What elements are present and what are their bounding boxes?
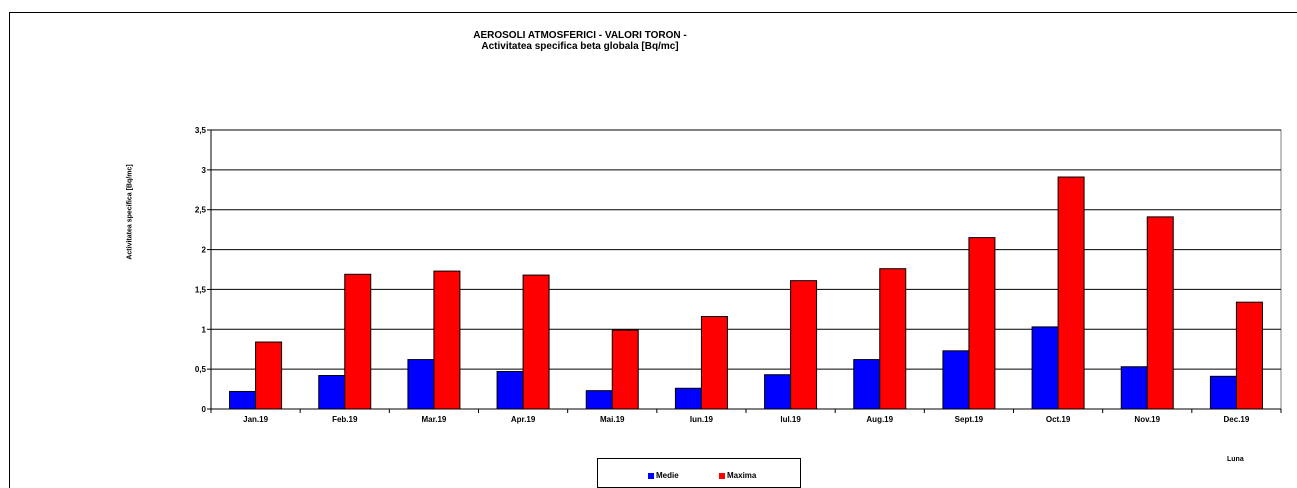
chart-title-block: AEROSOLI ATMOSFERICI - VALORI TORON - Ac…: [380, 30, 780, 52]
legend-item-maxima: Maxima: [719, 471, 756, 480]
y-tick-label: 0,5: [195, 365, 207, 374]
chart-frame: [9, 12, 1297, 488]
bar-medie-dec-19: [1209, 375, 1237, 410]
bar-medie-iun-19: [674, 387, 702, 410]
bar-maxima-apr-19: [522, 274, 550, 410]
bar-maxima-feb-19: [344, 273, 372, 410]
x-tick-label: Aug.19: [866, 415, 893, 424]
bar-medie-apr-19: [496, 371, 524, 410]
x-tick-label: Iun.19: [690, 415, 714, 424]
y-tick-label: 1: [202, 325, 207, 334]
bar-medie-mar-19: [407, 359, 435, 410]
x-tick-label: Mai.19: [600, 415, 625, 424]
bar-maxima-nov-19: [1146, 216, 1174, 410]
y-tick-label: 1,5: [195, 285, 207, 294]
legend-label-maxima: Maxima: [727, 471, 757, 480]
legend-label-medie: Medie: [656, 471, 679, 480]
bar-maxima-iun-19: [700, 316, 728, 410]
x-tick-label: Feb.19: [332, 415, 358, 424]
x-tick-label: Jan.19: [243, 415, 268, 424]
chart-title: AEROSOLI ATMOSFERICI - VALORI TORON -: [473, 30, 687, 41]
x-tick-label: Mar.19: [421, 415, 446, 424]
bar-maxima-mai-19: [611, 329, 639, 410]
x-tick-label: Apr.19: [511, 415, 536, 424]
bar-maxima-sept-19: [968, 237, 996, 410]
x-tick-label: Dec.19: [1224, 415, 1250, 424]
bar-medie-oct-19: [1031, 326, 1059, 410]
x-tick-label: Sept.19: [955, 415, 984, 424]
x-tick-label: Nov.19: [1134, 415, 1160, 424]
y-tick-label: 3: [202, 166, 207, 175]
bar-medie-sept-19: [942, 350, 970, 410]
bar-medie-feb-19: [318, 375, 346, 410]
chart-subtitle: Activitatea specifica beta globala [Bq/m…: [481, 41, 679, 52]
legend-item-medie: Medie: [648, 471, 679, 480]
bar-medie-aug-19: [853, 359, 881, 410]
bar-medie-nov-19: [1120, 366, 1148, 410]
bar-maxima-mar-19: [433, 270, 461, 410]
legend-swatch-medie: [648, 472, 654, 479]
y-tick-label: 2,5: [195, 206, 207, 215]
bar-maxima-oct-19: [1057, 176, 1085, 410]
y-tick-label: 0: [202, 405, 207, 414]
bar-medie-mai-19: [585, 390, 613, 410]
bar-medie-iul-19: [764, 374, 792, 410]
bar-maxima-dec-19: [1235, 301, 1263, 410]
x-tick-label: Iul.19: [780, 415, 801, 424]
plot-area: [210, 129, 1282, 410]
bar-maxima-jan-19: [255, 341, 283, 410]
y-tick-label: 2: [202, 246, 207, 255]
x-tick-label: Oct.19: [1046, 415, 1071, 424]
y-tick-label: 3,5: [195, 126, 207, 135]
legend: Medie Maxima: [597, 458, 801, 488]
bar-medie-jan-19: [229, 390, 257, 410]
legend-swatch-maxima: [719, 472, 725, 479]
x-axis-label: Luna: [1227, 456, 1244, 463]
bar-maxima-aug-19: [879, 268, 907, 410]
bar-maxima-iul-19: [790, 280, 818, 410]
